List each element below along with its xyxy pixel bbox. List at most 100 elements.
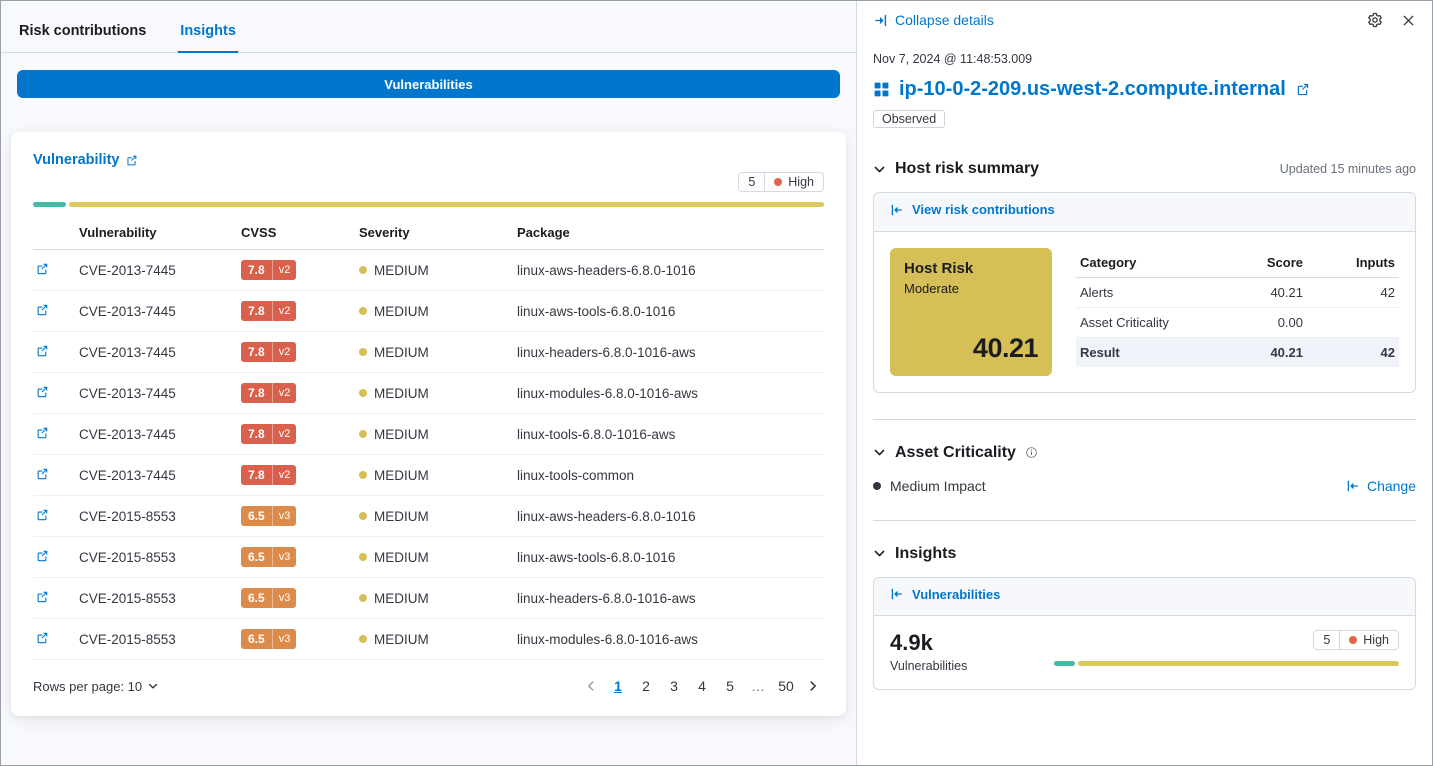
severity-distribution-bar <box>1054 661 1399 666</box>
vulnerability-count-label: Vulnerabilities <box>890 659 968 673</box>
page-number[interactable]: 5 <box>726 678 734 694</box>
risk-cell-score: 40.21 <box>1270 284 1303 300</box>
header-vulnerability: Vulnerability <box>71 215 233 250</box>
cvss-badge: 7.8 v2 <box>241 465 297 485</box>
change-criticality-button[interactable]: Change <box>1346 478 1416 494</box>
table-header-row: Vulnerability CVSS Severity Package <box>33 215 824 250</box>
package-name: linux-headers-6.8.0-1016-aws <box>509 331 824 373</box>
cvss-badge: 7.8 v2 <box>241 260 297 280</box>
severity-count: 5 <box>748 175 756 189</box>
vulnerability-id: CVE-2013-7445 <box>71 249 233 291</box>
host-risk-panel: View risk contributions Host Risk Modera… <box>873 192 1416 393</box>
rows-per-page-button[interactable]: Rows per page: 10 <box>33 679 159 694</box>
risk-cell-inputs: 42 <box>1380 284 1395 300</box>
severity-cell: MEDIUM <box>359 386 429 401</box>
vulnerability-link-label: Vulnerability <box>33 152 120 168</box>
next-page-icon[interactable] <box>802 679 824 693</box>
risk-cell-inputs: 42 <box>1380 344 1395 360</box>
chevron-down-icon <box>873 547 886 560</box>
risk-row-result: Result 40.21 42 <box>1076 337 1399 367</box>
severity-cell: MEDIUM <box>359 550 429 565</box>
open-vulnerability-icon[interactable] <box>35 467 49 481</box>
package-name: linux-tools-6.8.0-1016-aws <box>509 413 824 455</box>
host-details-flyout: Collapse details Nov 7, 2024 @ 11:48:53.… <box>856 1 1432 765</box>
tab-insights[interactable]: Insights <box>178 23 238 53</box>
section-divider <box>873 519 1416 521</box>
pagination-ellipsis: … <box>751 678 765 694</box>
open-vulnerability-icon[interactable] <box>35 262 49 276</box>
host-name: ip-10-0-2-209.us-west-2.compute.internal <box>899 78 1286 100</box>
tab-risk-contributions[interactable]: Risk contributions <box>19 23 147 39</box>
risk-card-score: 40.21 <box>972 332 1039 363</box>
previous-page-icon[interactable] <box>580 679 602 693</box>
host-risk-summary-toggle[interactable]: Host risk summary <box>873 160 1039 178</box>
criticality-dot <box>873 481 881 490</box>
table-row: CVE-2013-7445 7.8 v2 MEDIUM linux-modules-6.… <box>33 372 824 414</box>
asset-criticality-value: Medium Impact <box>873 478 986 494</box>
view-risk-contributions-link[interactable]: View risk contributions <box>890 202 1055 217</box>
cvss-badge: 6.5 v3 <box>241 629 297 649</box>
arrow-start-icon <box>890 587 904 601</box>
insights-vulnerabilities-panel: Vulnerabilities 4.9k Vulnerabilities 5 <box>873 576 1416 690</box>
bar-segment-gold <box>1077 661 1399 666</box>
open-vulnerability-icon[interactable] <box>35 549 49 563</box>
page-number[interactable]: 1 <box>614 678 622 694</box>
vulnerability-card: Vulnerability 5 High <box>11 132 846 716</box>
vulnerabilities-button[interactable]: Vulnerabilities <box>17 70 840 98</box>
medium-severity-dot <box>359 389 367 398</box>
settings-gear-icon[interactable] <box>1367 12 1383 28</box>
risk-cell-category: Result <box>1080 344 1120 360</box>
chevron-down-icon <box>873 163 886 176</box>
close-icon[interactable] <box>1401 13 1416 28</box>
page-number[interactable]: 3 <box>670 678 678 694</box>
host-title-link[interactable]: ip-10-0-2-209.us-west-2.compute.internal <box>873 78 1416 101</box>
external-link-icon <box>1295 82 1310 97</box>
risk-cell-score: 40.21 <box>1270 344 1303 360</box>
severity-cell: MEDIUM <box>359 468 429 483</box>
page-number[interactable]: 50 <box>778 678 794 694</box>
open-vulnerability-icon[interactable] <box>35 631 49 645</box>
medium-severity-dot <box>359 553 367 562</box>
open-vulnerability-icon[interactable] <box>35 303 49 317</box>
insights-vulnerabilities-link[interactable]: Vulnerabilities <box>890 587 1000 602</box>
change-criticality-label: Change <box>1366 477 1416 494</box>
open-vulnerability-icon[interactable] <box>35 385 49 399</box>
vulnerability-link[interactable]: Vulnerability <box>33 152 138 168</box>
collapse-details-label: Collapse details <box>895 12 994 28</box>
open-vulnerability-icon[interactable] <box>35 508 49 522</box>
observed-badge: Observed <box>873 110 946 128</box>
table-row: CVE-2013-7445 7.8 v2 MEDIUM linux-tools-comm… <box>33 454 824 496</box>
package-name: linux-aws-tools-6.8.0-1016 <box>509 290 824 332</box>
package-name: linux-modules-6.8.0-1016-aws <box>509 618 824 660</box>
insights-vulnerabilities-label: Vulnerabilities <box>912 586 1001 602</box>
header-severity: Severity <box>351 215 509 250</box>
criticality-label: Medium Impact <box>890 477 986 494</box>
severity-distribution-bar <box>33 202 824 207</box>
page-number[interactable]: 2 <box>642 678 650 694</box>
collapse-details-button[interactable]: Collapse details <box>873 12 994 28</box>
table-footer: Rows per page: 10 1 2 3 4 5 … 50 <box>33 660 824 710</box>
arrow-start-icon <box>1346 479 1360 493</box>
open-vulnerability-icon[interactable] <box>35 426 49 440</box>
asset-criticality-toggle[interactable]: Asset Criticality <box>873 444 1038 462</box>
chevron-down-icon <box>873 446 886 459</box>
bar-segment-teal <box>1054 661 1075 666</box>
rows-per-page-label: Rows per page: 10 <box>33 678 143 694</box>
info-icon[interactable] <box>1025 446 1038 459</box>
package-name: linux-aws-headers-6.8.0-1016 <box>509 495 824 537</box>
open-vulnerability-icon[interactable] <box>35 590 49 604</box>
vulnerability-id: CVE-2013-7445 <box>71 331 233 373</box>
table-row: CVE-2015-8553 6.5 v3 MEDIUM linux-aws-header… <box>33 495 824 537</box>
insights-title: Insights <box>895 544 957 562</box>
insights-toggle[interactable]: Insights <box>873 545 956 563</box>
header-icon-spacer <box>33 215 71 250</box>
severity-cell: MEDIUM <box>359 427 429 442</box>
risk-cell-category: Alerts <box>1080 284 1114 300</box>
table-row: CVE-2015-8553 6.5 v3 MEDIUM linux-aws-tools-… <box>33 536 824 578</box>
page-number[interactable]: 4 <box>698 678 706 694</box>
vulnerability-id: CVE-2013-7445 <box>71 413 233 455</box>
severity-cell: MEDIUM <box>359 591 429 606</box>
risk-updated-text: Updated 15 minutes ago <box>1279 162 1416 176</box>
risk-card-level: Moderate <box>904 280 959 296</box>
open-vulnerability-icon[interactable] <box>35 344 49 358</box>
